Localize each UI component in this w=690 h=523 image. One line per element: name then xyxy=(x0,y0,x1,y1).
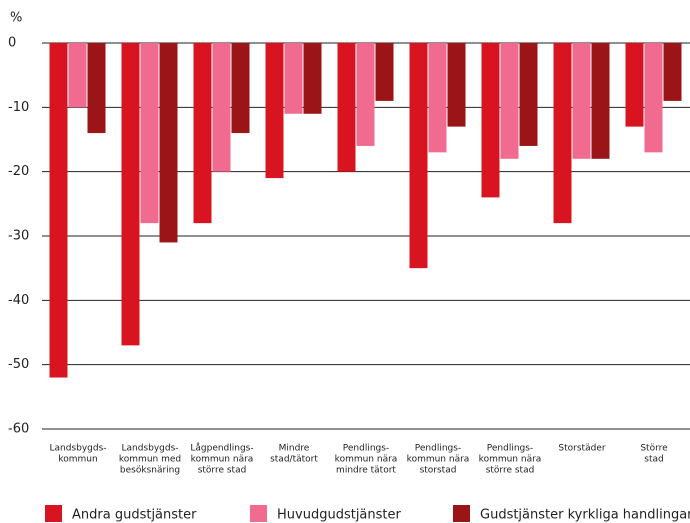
x-tick-label: Lågpendlings- xyxy=(190,443,253,454)
bar xyxy=(591,43,610,159)
bar xyxy=(159,43,178,243)
x-tick-label: kommun nära xyxy=(479,455,542,465)
bar xyxy=(428,43,447,153)
y-axis-label: % xyxy=(10,11,22,26)
bar xyxy=(375,43,394,101)
bar xyxy=(68,43,87,108)
x-tick-label: stad xyxy=(644,455,663,465)
bar xyxy=(231,43,250,134)
x-tick-label: större stad xyxy=(198,466,247,476)
x-tick-label: kommun nära xyxy=(191,455,254,465)
bar xyxy=(625,43,644,127)
x-tick-label: Större xyxy=(640,444,668,454)
bar xyxy=(572,43,591,159)
x-tick-label: stad/tätort xyxy=(270,455,318,465)
x-tick-label: kommun med xyxy=(119,455,181,465)
bar xyxy=(193,43,212,224)
bar xyxy=(500,43,519,159)
bar xyxy=(212,43,231,172)
y-tick-label: -40 xyxy=(8,293,29,308)
x-tick-label: Pendlings- xyxy=(343,444,389,454)
legend-swatch xyxy=(45,505,62,522)
x-tick-label: Landsbygds- xyxy=(121,444,178,454)
bar xyxy=(409,43,428,269)
bar xyxy=(87,43,106,134)
x-tick-label: Mindre xyxy=(279,444,310,454)
bar xyxy=(303,43,322,114)
x-tick-label: besöksnäring xyxy=(120,466,180,476)
legend-swatch xyxy=(453,505,470,522)
y-tick-label: -60 xyxy=(8,422,29,437)
bar xyxy=(644,43,663,153)
bar xyxy=(49,43,68,378)
x-tick-label: kommun xyxy=(58,455,97,465)
bar xyxy=(481,43,500,198)
bar xyxy=(140,43,159,224)
x-tick-label: Pendlings- xyxy=(415,444,461,454)
bar xyxy=(284,43,303,114)
bar xyxy=(663,43,682,101)
legend-label: Andra gudstjänster xyxy=(72,508,197,523)
x-tick-label: kommun nära xyxy=(407,455,470,465)
legend-label: Huvudgudstjänster xyxy=(277,508,401,523)
x-tick-label: kommun nära xyxy=(335,455,398,465)
x-tick-label: Storstäder xyxy=(558,444,605,454)
y-tick-label: -10 xyxy=(8,100,29,115)
x-tick-label: mindre tätort xyxy=(336,466,396,476)
bar xyxy=(337,43,356,172)
bar xyxy=(447,43,466,127)
bar xyxy=(553,43,572,224)
bar xyxy=(356,43,375,146)
y-tick-label: -50 xyxy=(8,357,29,372)
x-tick-label: storstad xyxy=(420,466,457,476)
y-tick-label: 0 xyxy=(8,36,16,51)
y-tick-label: -20 xyxy=(8,164,29,179)
x-tick-label: större stad xyxy=(486,466,535,476)
legend-swatch xyxy=(250,505,267,522)
y-tick-label: -30 xyxy=(8,229,29,244)
bar xyxy=(265,43,284,179)
bar xyxy=(519,43,538,146)
bar xyxy=(121,43,140,346)
x-tick-label: Landsbygds- xyxy=(49,444,106,454)
x-tick-label: Pendlings- xyxy=(487,444,533,454)
legend-label: Gudstjänster kyrkliga handlingar xyxy=(480,508,690,523)
